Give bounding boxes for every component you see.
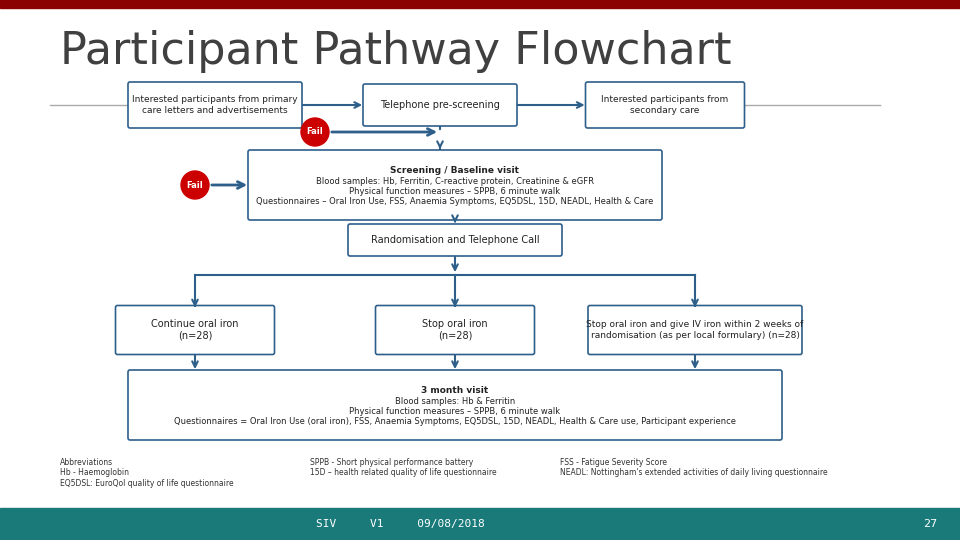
Text: Fail: Fail xyxy=(186,180,204,190)
Text: Blood samples: Hb & Ferritin
Physical function measures – SPPB, 6 minute walk
Qu: Blood samples: Hb & Ferritin Physical fu… xyxy=(174,397,736,427)
Text: FSS - Fatigue Severity Score
NEADL: Nottingham's extended activities of daily li: FSS - Fatigue Severity Score NEADL: Nott… xyxy=(560,458,828,477)
FancyBboxPatch shape xyxy=(348,224,562,256)
Text: Screening / Baseline visit: Screening / Baseline visit xyxy=(391,166,519,175)
FancyBboxPatch shape xyxy=(115,306,275,354)
Text: Stop oral iron
(n=28): Stop oral iron (n=28) xyxy=(422,319,488,341)
Text: SIV     V1     09/08/2018: SIV V1 09/08/2018 xyxy=(316,519,485,529)
Text: Interested participants from
secondary care: Interested participants from secondary c… xyxy=(601,95,729,114)
FancyBboxPatch shape xyxy=(588,306,802,354)
Text: 3 month visit: 3 month visit xyxy=(421,386,489,395)
FancyBboxPatch shape xyxy=(375,306,535,354)
Text: Fail: Fail xyxy=(306,127,324,137)
FancyBboxPatch shape xyxy=(128,370,782,440)
Text: Stop oral iron and give IV iron within 2 weeks of
randomisation (as per local fo: Stop oral iron and give IV iron within 2… xyxy=(587,320,804,340)
Text: Continue oral iron
(n=28): Continue oral iron (n=28) xyxy=(152,319,239,341)
Text: Interested participants from primary
care letters and advertisements: Interested participants from primary car… xyxy=(132,95,298,114)
Circle shape xyxy=(181,171,209,199)
Text: Abbreviations
Hb - Haemoglobin
EQ5DSL: EuroQol quality of life questionnaire: Abbreviations Hb - Haemoglobin EQ5DSL: E… xyxy=(60,458,233,488)
Text: Randomisation and Telephone Call: Randomisation and Telephone Call xyxy=(371,235,540,245)
Text: 27: 27 xyxy=(923,519,937,529)
FancyBboxPatch shape xyxy=(363,84,517,126)
Bar xyxy=(0,0,960,8)
FancyBboxPatch shape xyxy=(248,150,662,220)
Text: Telephone pre-screening: Telephone pre-screening xyxy=(380,100,500,110)
Text: Participant Pathway Flowchart: Participant Pathway Flowchart xyxy=(60,30,732,73)
Text: Blood samples: Hb, Ferritin, C-reactive protein, Creatinine & eGFR
Physical func: Blood samples: Hb, Ferritin, C-reactive … xyxy=(256,177,654,206)
Circle shape xyxy=(301,118,329,146)
Bar xyxy=(0,508,960,540)
Text: SPPB - Short physical performance battery
15D – health related quality of life q: SPPB - Short physical performance batter… xyxy=(310,458,496,477)
FancyBboxPatch shape xyxy=(128,82,302,128)
FancyBboxPatch shape xyxy=(586,82,745,128)
